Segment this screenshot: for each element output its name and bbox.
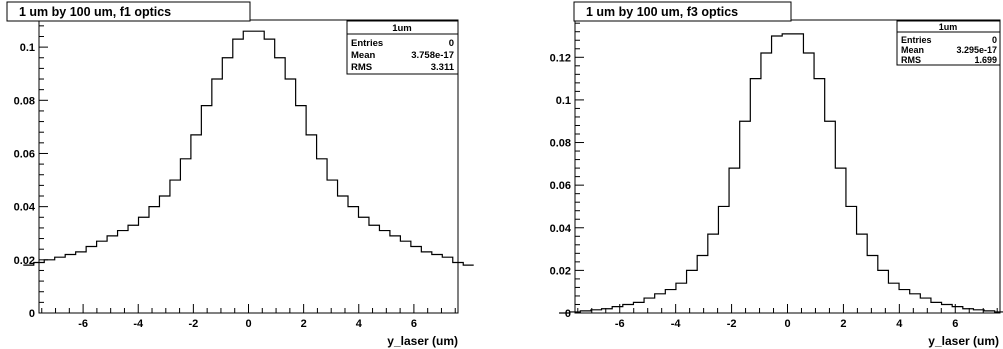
stats-value-rms: 1.699 bbox=[974, 55, 997, 65]
x-tick-label: 4 bbox=[356, 318, 363, 330]
stats-value-rms: 3.311 bbox=[431, 62, 455, 73]
x-tick-label: -4 bbox=[133, 318, 144, 330]
x-tick-label: -2 bbox=[188, 318, 198, 330]
x-tick-label: -6 bbox=[615, 318, 625, 330]
y-tick-label: 0.06 bbox=[550, 180, 571, 192]
stats-value-mean: 3.295e-17 bbox=[956, 45, 997, 55]
y-tick-label: 0.08 bbox=[550, 138, 571, 150]
histogram-panel-f3: 0 0.02 0.04 0.06 0.08 0.1 0.12 -6 -4 -2 0 2 4 6 1 um… bbox=[550, 1, 1003, 348]
title-box: 1 um by 100 um, f3 optics bbox=[573, 1, 792, 22]
histogram-line bbox=[23, 30, 474, 266]
x-tick-label: -6 bbox=[78, 318, 88, 330]
stats-label-entries: Entries bbox=[351, 38, 383, 49]
x-axis: -6 -4 -2 0 2 4 6 bbox=[577, 304, 998, 330]
y-tick-label: 0.1 bbox=[556, 95, 571, 107]
stats-name: 1um bbox=[392, 23, 412, 34]
stats-label-rms: RMS bbox=[901, 55, 921, 65]
x-axis-label: y_laser (um) bbox=[387, 334, 458, 348]
title-box: 1 um by 100 um, f1 optics bbox=[6, 1, 251, 22]
stats-value-entries: 0 bbox=[449, 38, 454, 49]
y-tick-label: 0.12 bbox=[550, 52, 571, 64]
y-axis: 0 0.02 0.04 0.06 0.08 0.1 bbox=[14, 25, 48, 320]
stats-value-entries: 0 bbox=[992, 35, 997, 45]
x-tick-label: -2 bbox=[727, 318, 737, 330]
stats-box: 1um Entries 0 Mean 3.758e-17 RMS 3.311 bbox=[346, 20, 459, 75]
y-tick-label: 0.1 bbox=[20, 42, 35, 54]
y-tick-label: 0 bbox=[565, 308, 571, 320]
y-tick-label: 0.04 bbox=[550, 223, 572, 235]
x-tick-label: 0 bbox=[245, 318, 251, 330]
x-tick-label: 2 bbox=[301, 318, 307, 330]
stats-name: 1um bbox=[939, 22, 958, 32]
histogram-panel-f1: 0 0.02 0.04 0.06 0.08 0.1 -6 -4 -2 0 2 4 6 1 um by … bbox=[6, 1, 474, 348]
x-tick-label: -4 bbox=[671, 318, 682, 330]
x-tick-label: 6 bbox=[952, 318, 958, 330]
y-tick-label: 0.02 bbox=[550, 265, 571, 277]
chart-title: 1 um by 100 um, f1 optics bbox=[19, 5, 171, 19]
x-tick-label: 0 bbox=[784, 318, 790, 330]
stats-label-mean: Mean bbox=[351, 50, 375, 61]
chart-title: 1 um by 100 um, f3 optics bbox=[586, 5, 738, 19]
stats-box: 1um Entries 0 Mean 3.295e-17 RMS 1.699 bbox=[896, 20, 1001, 66]
stats-label-rms: RMS bbox=[351, 62, 372, 73]
y-tick-label: 0.06 bbox=[14, 148, 35, 160]
y-tick-label: 0.04 bbox=[14, 202, 36, 214]
y-axis: 0 0.02 0.04 0.06 0.08 0.1 0.12 bbox=[550, 22, 584, 320]
y-tick-label: 0.02 bbox=[14, 255, 35, 267]
stats-label-entries: Entries bbox=[901, 35, 932, 45]
x-axis: -6 -4 -2 0 2 4 6 bbox=[41, 304, 456, 330]
x-tick-label: 4 bbox=[896, 318, 903, 330]
y-tick-label: 0.08 bbox=[14, 95, 35, 107]
x-axis-label: y_laser (um) bbox=[928, 334, 999, 348]
stats-value-mean: 3.758e-17 bbox=[411, 50, 454, 61]
histogram-line bbox=[559, 33, 1003, 314]
x-tick-label: 6 bbox=[411, 318, 417, 330]
stats-label-mean: Mean bbox=[901, 45, 924, 55]
y-tick-label: 0 bbox=[29, 308, 35, 320]
x-tick-label: 2 bbox=[840, 318, 846, 330]
